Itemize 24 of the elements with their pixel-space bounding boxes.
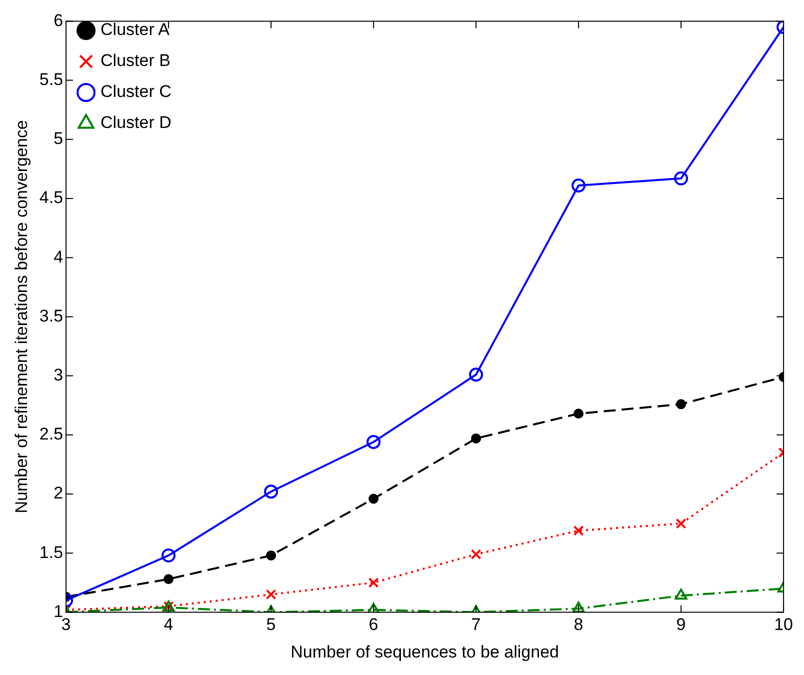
x-tick-label: 5	[266, 615, 276, 634]
x-tick-label: 7	[471, 615, 481, 634]
x-axis-title: Number of sequences to be aligned	[290, 642, 559, 662]
y-tick-label: 4	[54, 247, 64, 266]
y-tick-label: 4.5	[39, 188, 64, 208]
y-tick-label: 1.5	[39, 542, 64, 562]
y-tick-label: 2	[54, 484, 64, 503]
legend-label: Cluster D	[100, 113, 172, 132]
x-tick-label: 6	[368, 615, 378, 634]
y-axis-title: Number of refinement iterations before convergence	[12, 120, 31, 514]
legend-label: Cluster A	[100, 20, 170, 40]
y-tick-label: 5	[54, 129, 64, 148]
x-tick-label: 8	[574, 615, 584, 634]
y-tick-label: 3.5	[39, 306, 64, 326]
legend-label: Cluster B	[100, 51, 170, 70]
x-tick-label: 9	[676, 615, 686, 634]
legend-label: Cluster C	[100, 82, 172, 102]
y-tick-label: 3	[54, 365, 64, 384]
y-tick-label: 5.5	[39, 70, 64, 89]
y-tick-label: 2.5	[39, 424, 64, 444]
y-tick-label: 1	[54, 602, 64, 621]
x-tick-label: 10	[774, 615, 794, 634]
x-tick-label: 4	[164, 615, 174, 634]
y-tick-label: 6	[54, 10, 64, 30]
